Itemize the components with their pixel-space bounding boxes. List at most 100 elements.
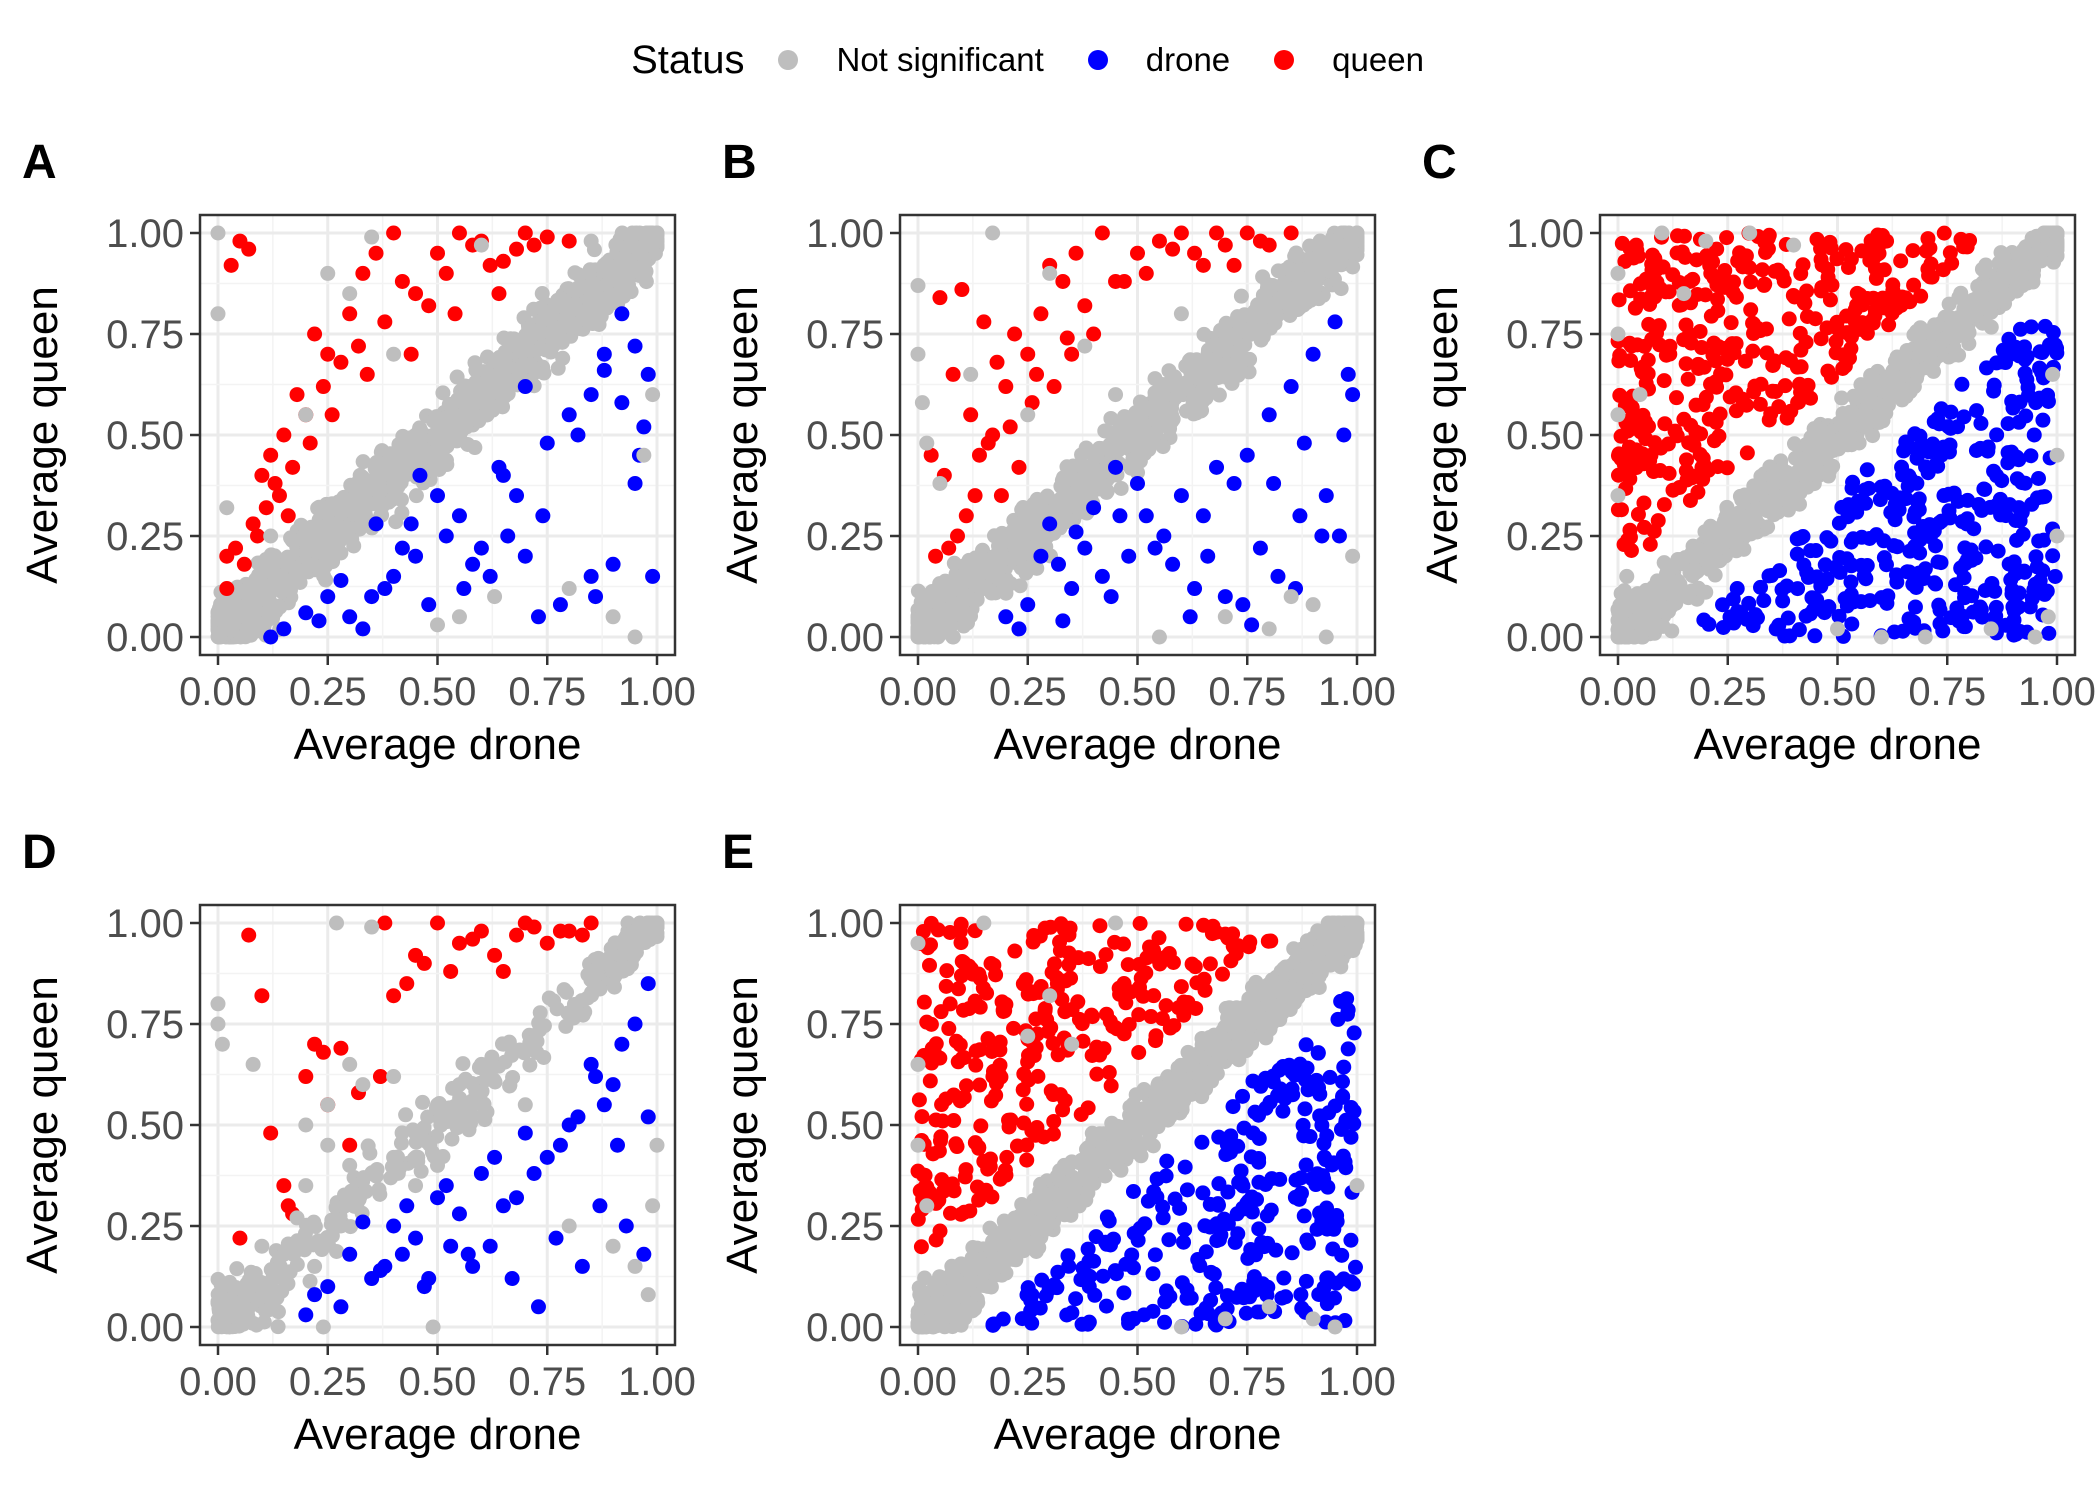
x-tick-label: 0.50 bbox=[1099, 670, 1177, 714]
point-drone bbox=[1844, 616, 1860, 632]
point-not-significant bbox=[1338, 237, 1354, 253]
point-not-significant bbox=[919, 435, 935, 451]
point-queen bbox=[1696, 359, 1712, 375]
point-drone bbox=[1901, 468, 1917, 484]
point-drone bbox=[1033, 548, 1049, 564]
point-queen bbox=[355, 265, 371, 281]
point-queen bbox=[1768, 383, 1784, 399]
point-not-significant bbox=[249, 578, 265, 594]
point-drone bbox=[500, 528, 516, 544]
point-drone bbox=[1911, 491, 1927, 507]
point-not-significant bbox=[2049, 447, 2065, 463]
point-not-significant bbox=[593, 308, 609, 324]
point-not-significant bbox=[354, 508, 370, 524]
point-not-significant bbox=[1073, 497, 1089, 513]
point-queen bbox=[1743, 274, 1759, 290]
point-not-significant bbox=[320, 265, 336, 281]
point-queen bbox=[998, 379, 1014, 395]
point-queen bbox=[1822, 292, 1838, 308]
point-not-significant bbox=[352, 480, 368, 496]
point-queen bbox=[403, 346, 419, 362]
point-drone bbox=[2037, 318, 2053, 334]
point-not-significant bbox=[2045, 366, 2061, 382]
point-drone bbox=[596, 362, 612, 378]
point-not-significant bbox=[1345, 548, 1361, 564]
point-not-significant bbox=[364, 229, 380, 245]
x-tick-label: 1.00 bbox=[2018, 670, 2096, 714]
point-not-significant bbox=[1871, 414, 1887, 430]
panel-letter-c: C bbox=[1422, 136, 1457, 189]
point-not-significant bbox=[464, 402, 480, 418]
point-not-significant bbox=[618, 240, 634, 256]
point-drone bbox=[539, 435, 555, 451]
point-queen bbox=[1757, 234, 1773, 250]
point-queen bbox=[1682, 273, 1698, 289]
point-not-significant bbox=[917, 628, 933, 644]
point-queen bbox=[1209, 225, 1225, 241]
point-not-significant bbox=[346, 1198, 362, 1214]
point-not-significant bbox=[531, 1015, 547, 1031]
point-queen bbox=[1787, 289, 1803, 305]
point-not-significant bbox=[1003, 576, 1019, 592]
point-queen bbox=[1658, 347, 1674, 363]
point-drone bbox=[1876, 533, 1892, 549]
points-layer bbox=[210, 225, 665, 645]
point-not-significant bbox=[1201, 359, 1217, 375]
point-drone bbox=[1915, 518, 1931, 534]
point-not-significant bbox=[1789, 450, 1805, 466]
point-not-significant bbox=[1244, 320, 1260, 336]
point-drone bbox=[2032, 390, 2048, 406]
point-drone bbox=[2047, 568, 2063, 584]
point-drone bbox=[1775, 593, 1791, 609]
point-not-significant bbox=[1020, 407, 1036, 423]
point-drone bbox=[1761, 568, 1777, 584]
point-not-significant bbox=[1834, 390, 1850, 406]
point-queen bbox=[1703, 308, 1719, 324]
point-drone bbox=[1050, 556, 1066, 572]
point-drone bbox=[552, 597, 568, 613]
point-not-significant bbox=[449, 369, 465, 385]
point-not-significant bbox=[316, 568, 332, 584]
point-queen bbox=[258, 500, 274, 516]
point-drone bbox=[640, 366, 656, 382]
point-not-significant bbox=[1988, 287, 2004, 303]
point-not-significant bbox=[1941, 296, 1957, 312]
point-drone bbox=[1933, 401, 1949, 417]
point-queen bbox=[1239, 225, 1255, 241]
point-queen bbox=[980, 435, 996, 451]
point-drone bbox=[1336, 427, 1352, 443]
point-queen bbox=[1739, 445, 1755, 461]
point-not-significant bbox=[575, 1007, 591, 1023]
point-not-significant bbox=[1042, 265, 1058, 281]
point-drone bbox=[1949, 600, 1965, 616]
point-not-significant bbox=[1318, 629, 1334, 645]
point-not-significant bbox=[1974, 287, 1990, 303]
point-queen bbox=[1283, 225, 1299, 241]
point-drone bbox=[342, 609, 358, 625]
point-not-significant bbox=[241, 1276, 257, 1292]
point-queen bbox=[1059, 330, 1075, 346]
point-queen bbox=[1633, 291, 1649, 307]
point-not-significant bbox=[567, 297, 583, 313]
point-drone bbox=[1956, 409, 1972, 425]
point-queen bbox=[1130, 245, 1145, 261]
point-drone bbox=[1935, 623, 1951, 639]
point-drone bbox=[1831, 608, 1847, 624]
point-drone bbox=[451, 508, 467, 524]
legend-item-not-significant: Not significant bbox=[778, 41, 1044, 79]
point-queen bbox=[1655, 259, 1671, 275]
point-queen bbox=[1759, 345, 1775, 361]
point-drone bbox=[1941, 486, 1957, 502]
point-drone bbox=[517, 548, 533, 564]
point-not-significant bbox=[1224, 370, 1240, 386]
point-queen bbox=[1709, 241, 1725, 257]
point-not-significant bbox=[1065, 458, 1081, 474]
point-drone bbox=[1887, 512, 1903, 528]
panel-d: 0.00 0.25 0.50 0.75 1.000.000.250.500.751.00… bbox=[18, 902, 696, 1459]
point-not-significant bbox=[1108, 387, 1124, 403]
point-queen bbox=[250, 528, 266, 544]
point-queen bbox=[236, 556, 252, 572]
point-not-significant bbox=[959, 615, 975, 631]
point-not-significant bbox=[1765, 478, 1781, 494]
point-not-significant bbox=[344, 532, 360, 548]
